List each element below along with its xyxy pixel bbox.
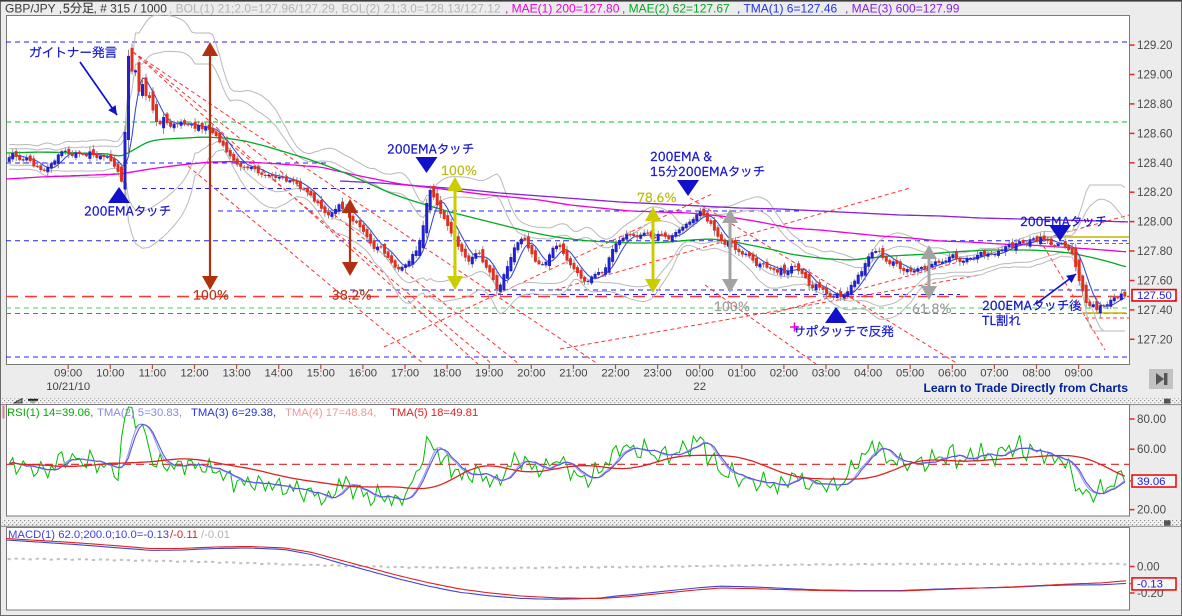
- svg-text:09:00: 09:00: [54, 368, 82, 380]
- svg-text:12:00: 12:00: [180, 368, 208, 380]
- svg-text:-0.13: -0.13: [1137, 579, 1163, 591]
- svg-text:129.00: 129.00: [1137, 69, 1172, 82]
- svg-text:0.00: 0.00: [1137, 561, 1160, 574]
- svg-text:, MAE(1) 200=127.80: , MAE(1) 200=127.80: [505, 2, 620, 16]
- svg-text:11:00: 11:00: [139, 368, 166, 380]
- svg-text:02:00: 02:00: [770, 368, 798, 380]
- svg-text:09:00: 09:00: [1064, 368, 1092, 380]
- svg-text:21:00: 21:00: [559, 368, 587, 380]
- svg-text:08:00: 08:00: [1022, 368, 1050, 380]
- svg-text:16:00: 16:00: [349, 368, 377, 380]
- svg-text:, MAE(3) 600=127.99: , MAE(3) 600=127.99: [845, 2, 960, 16]
- svg-text:13:00: 13:00: [222, 368, 250, 380]
- svg-text:19:00: 19:00: [475, 368, 503, 380]
- svg-text:MACD(1) 62.0;200.0;10.0=-0.13: MACD(1) 62.0;200.0;10.0=-0.13: [8, 529, 169, 541]
- svg-text:60.00: 60.00: [1137, 443, 1166, 456]
- svg-text:128.80: 128.80: [1137, 98, 1172, 111]
- svg-text:129.20: 129.20: [1137, 39, 1172, 52]
- svg-text:18:00: 18:00: [433, 368, 461, 380]
- svg-text:127.20: 127.20: [1137, 333, 1172, 346]
- svg-text:GBP/JPY ,: GBP/JPY ,: [5, 2, 62, 16]
- svg-text:22: 22: [693, 381, 706, 393]
- svg-text:127.80: 127.80: [1137, 245, 1172, 258]
- svg-text:, MAE(2) 62=127.67: , MAE(2) 62=127.67: [622, 2, 730, 16]
- svg-text:14:00: 14:00: [265, 368, 293, 380]
- svg-text:20:00: 20:00: [517, 368, 545, 380]
- svg-text:RSI(1) 14=39.06,: RSI(1) 14=39.06,: [7, 407, 93, 419]
- svg-text:00:00: 00:00: [686, 368, 714, 380]
- svg-text:127.40: 127.40: [1137, 304, 1172, 317]
- svg-text:128.20: 128.20: [1137, 186, 1172, 199]
- svg-text:01:00: 01:00: [728, 368, 756, 380]
- svg-text:127.50: 127.50: [1137, 290, 1172, 302]
- svg-text:22:00: 22:00: [601, 368, 629, 380]
- svg-text:23:00: 23:00: [643, 368, 671, 380]
- svg-text:10:00: 10:00: [96, 368, 124, 380]
- svg-text:80.00: 80.00: [1137, 413, 1166, 426]
- svg-text:, BOL(1) 21;2.0=127.96/127.29,: , BOL(1) 21;2.0=127.96/127.29, BOL(2) 21…: [169, 2, 501, 16]
- svg-text:TMA(2) 5=30.83,: TMA(2) 5=30.83,: [97, 407, 182, 419]
- svg-text:128.60: 128.60: [1137, 127, 1172, 140]
- svg-text:07:00: 07:00: [980, 368, 1008, 380]
- svg-text:17:00: 17:00: [391, 368, 419, 380]
- svg-text:15:00: 15:00: [307, 368, 335, 380]
- svg-text:/-0.11: /-0.11: [170, 529, 198, 541]
- svg-text:128.40: 128.40: [1137, 157, 1172, 170]
- svg-text:Learn to Trade Directly from C: Learn to Trade Directly from Charts: [923, 381, 1128, 395]
- svg-text:TMA(3) 6=29.38,: TMA(3) 6=29.38,: [191, 407, 276, 419]
- svg-text:39.06: 39.06: [1137, 476, 1166, 488]
- svg-text:128.00: 128.00: [1137, 216, 1172, 229]
- svg-text:20.00: 20.00: [1137, 504, 1166, 517]
- svg-text:TMA(5) 18=49.81: TMA(5) 18=49.81: [390, 407, 478, 419]
- svg-text:04:00: 04:00: [854, 368, 882, 380]
- svg-text:TMA(4) 17=48.84,: TMA(4) 17=48.84,: [285, 407, 376, 419]
- svg-text:127.60: 127.60: [1137, 275, 1172, 288]
- svg-text:, TMA(1) 6=127.46: , TMA(1) 6=127.46: [737, 2, 837, 16]
- svg-text:05:00: 05:00: [896, 368, 924, 380]
- svg-text:10/21/10: 10/21/10: [46, 381, 90, 393]
- svg-text:, # 315 / 1000: , # 315 / 1000: [94, 2, 168, 16]
- svg-text:06:00: 06:00: [938, 368, 966, 380]
- svg-text:03:00: 03:00: [812, 368, 840, 380]
- svg-text:/-0.01: /-0.01: [201, 529, 230, 541]
